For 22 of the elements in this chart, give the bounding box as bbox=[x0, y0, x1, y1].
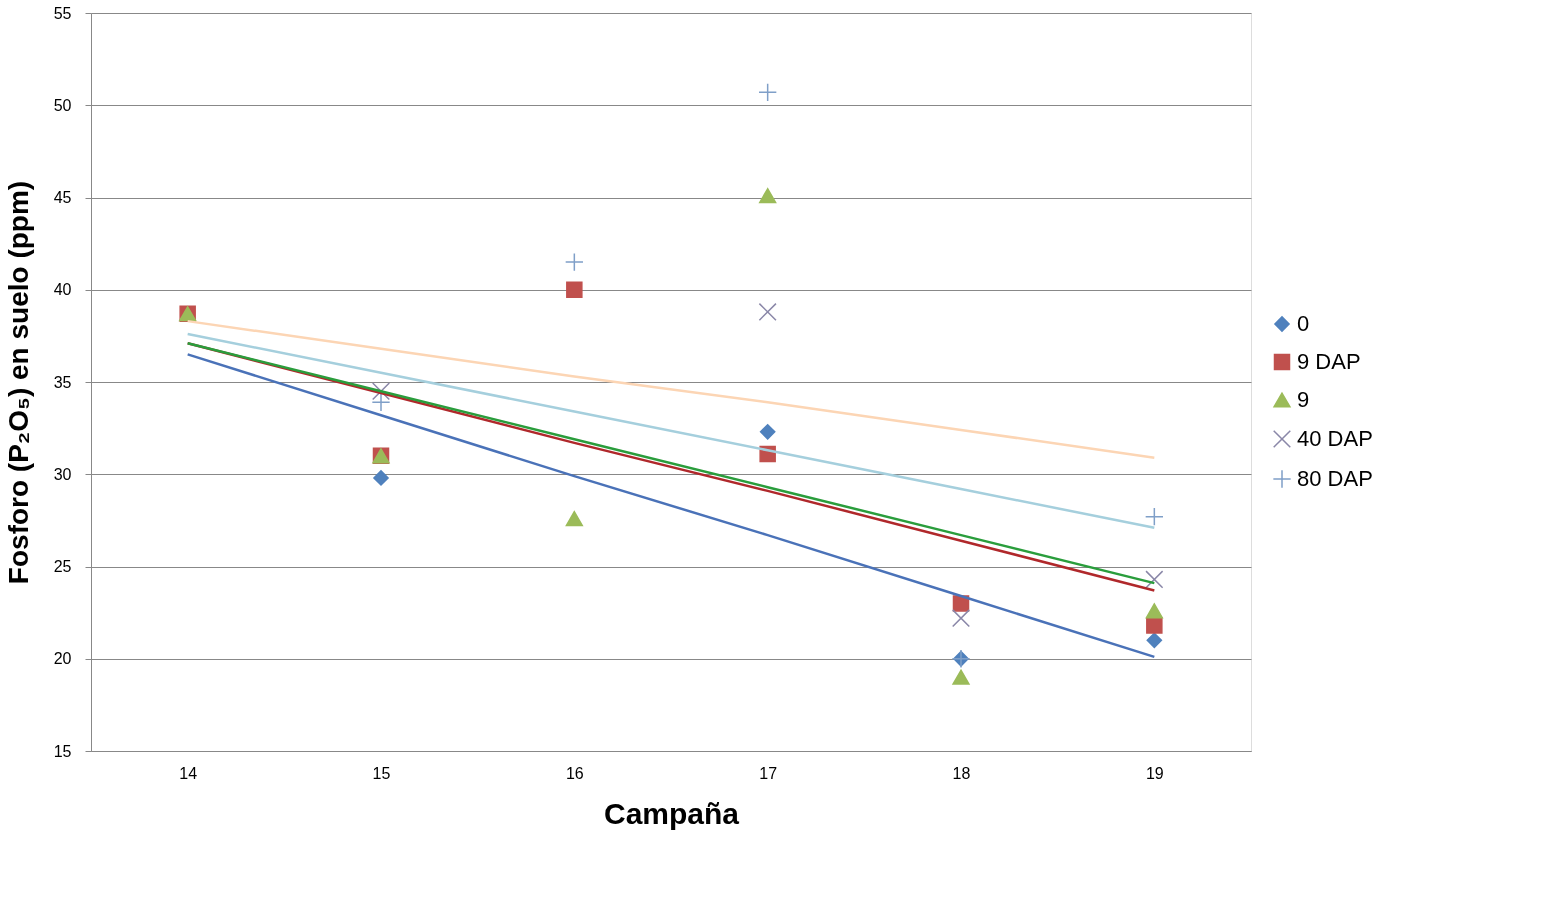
y-tick-label: 55 bbox=[53, 4, 72, 22]
y-tick-label: 20 bbox=[53, 650, 72, 668]
legend-label: 9 bbox=[1297, 387, 1310, 412]
x-tick-label: 15 bbox=[372, 764, 391, 782]
x-tick-label: 14 bbox=[179, 764, 198, 782]
legend-label: 9 DAP bbox=[1297, 349, 1361, 374]
x-tick-label: 19 bbox=[1145, 764, 1164, 782]
y-tick-label: 40 bbox=[53, 281, 72, 299]
legend-label: 40 DAP bbox=[1297, 426, 1373, 451]
legend-label: 80 DAP bbox=[1297, 466, 1373, 491]
x-tick-label: 17 bbox=[759, 764, 778, 782]
y-tick-label: 25 bbox=[53, 558, 72, 575]
y-tick-label: 30 bbox=[53, 465, 72, 483]
y-tick-label: 45 bbox=[53, 189, 72, 206]
y-axis-title: Fosforo (P₂O₅) en suelo (ppm) bbox=[2, 180, 34, 585]
y-tick-label: 50 bbox=[53, 96, 72, 114]
legend-label: 0 bbox=[1297, 311, 1310, 336]
x-tick-label: 18 bbox=[952, 764, 971, 782]
y-tick-label: 15 bbox=[53, 742, 72, 760]
x-tick-label: 16 bbox=[565, 764, 584, 782]
y-tick-label: 35 bbox=[53, 373, 72, 391]
x-axis-title: Campaña bbox=[603, 796, 740, 830]
